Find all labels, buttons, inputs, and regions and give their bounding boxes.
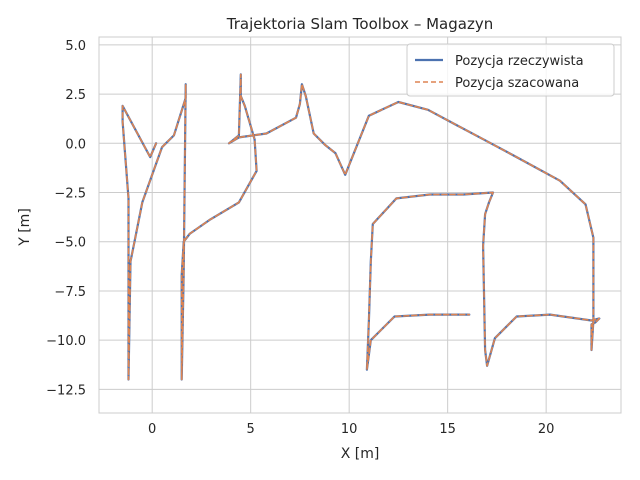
- legend-label-actual: Pozycja rzeczywista: [455, 54, 584, 69]
- x-axis-title: X [m]: [341, 446, 380, 462]
- y-tick-label: −5.0: [54, 236, 86, 251]
- y-tick-label: −7.5: [54, 285, 86, 300]
- x-tick-label: 20: [538, 422, 555, 437]
- y-tick-label: −10.0: [46, 334, 86, 349]
- x-tick-label: 15: [439, 422, 456, 437]
- series-lines: [121, 73, 601, 381]
- y-tick-label: 2.5: [65, 88, 86, 103]
- x-tick-label: 0: [148, 422, 156, 437]
- legend-label-estimated: Pozycja szacowana: [455, 76, 579, 91]
- chart-title: Trajektoria Slam Toolbox – Magazyn: [226, 15, 493, 33]
- y-tick-label: −2.5: [54, 187, 86, 202]
- x-tick-label: 5: [247, 422, 255, 437]
- y-axis-title: Y [m]: [17, 208, 33, 247]
- series-line-estimated: [121, 73, 601, 381]
- y-tick-label: 5.0: [65, 39, 86, 54]
- plot-frame: [98, 36, 622, 414]
- y-tick-label: −12.5: [46, 383, 86, 398]
- legend: Pozycja rzeczywista Pozycja szacowana: [406, 43, 615, 97]
- legend-box: [406, 43, 615, 97]
- y-axis-ticks: 5.0 2.5 0.0 −2.5 −5.0 −7.5 −10.0 −12.5: [46, 39, 86, 399]
- x-axis-ticks: 0 5 10 15 20: [148, 422, 554, 437]
- x-tick-label: 10: [341, 422, 358, 437]
- y-tick-label: 0.0: [65, 137, 86, 152]
